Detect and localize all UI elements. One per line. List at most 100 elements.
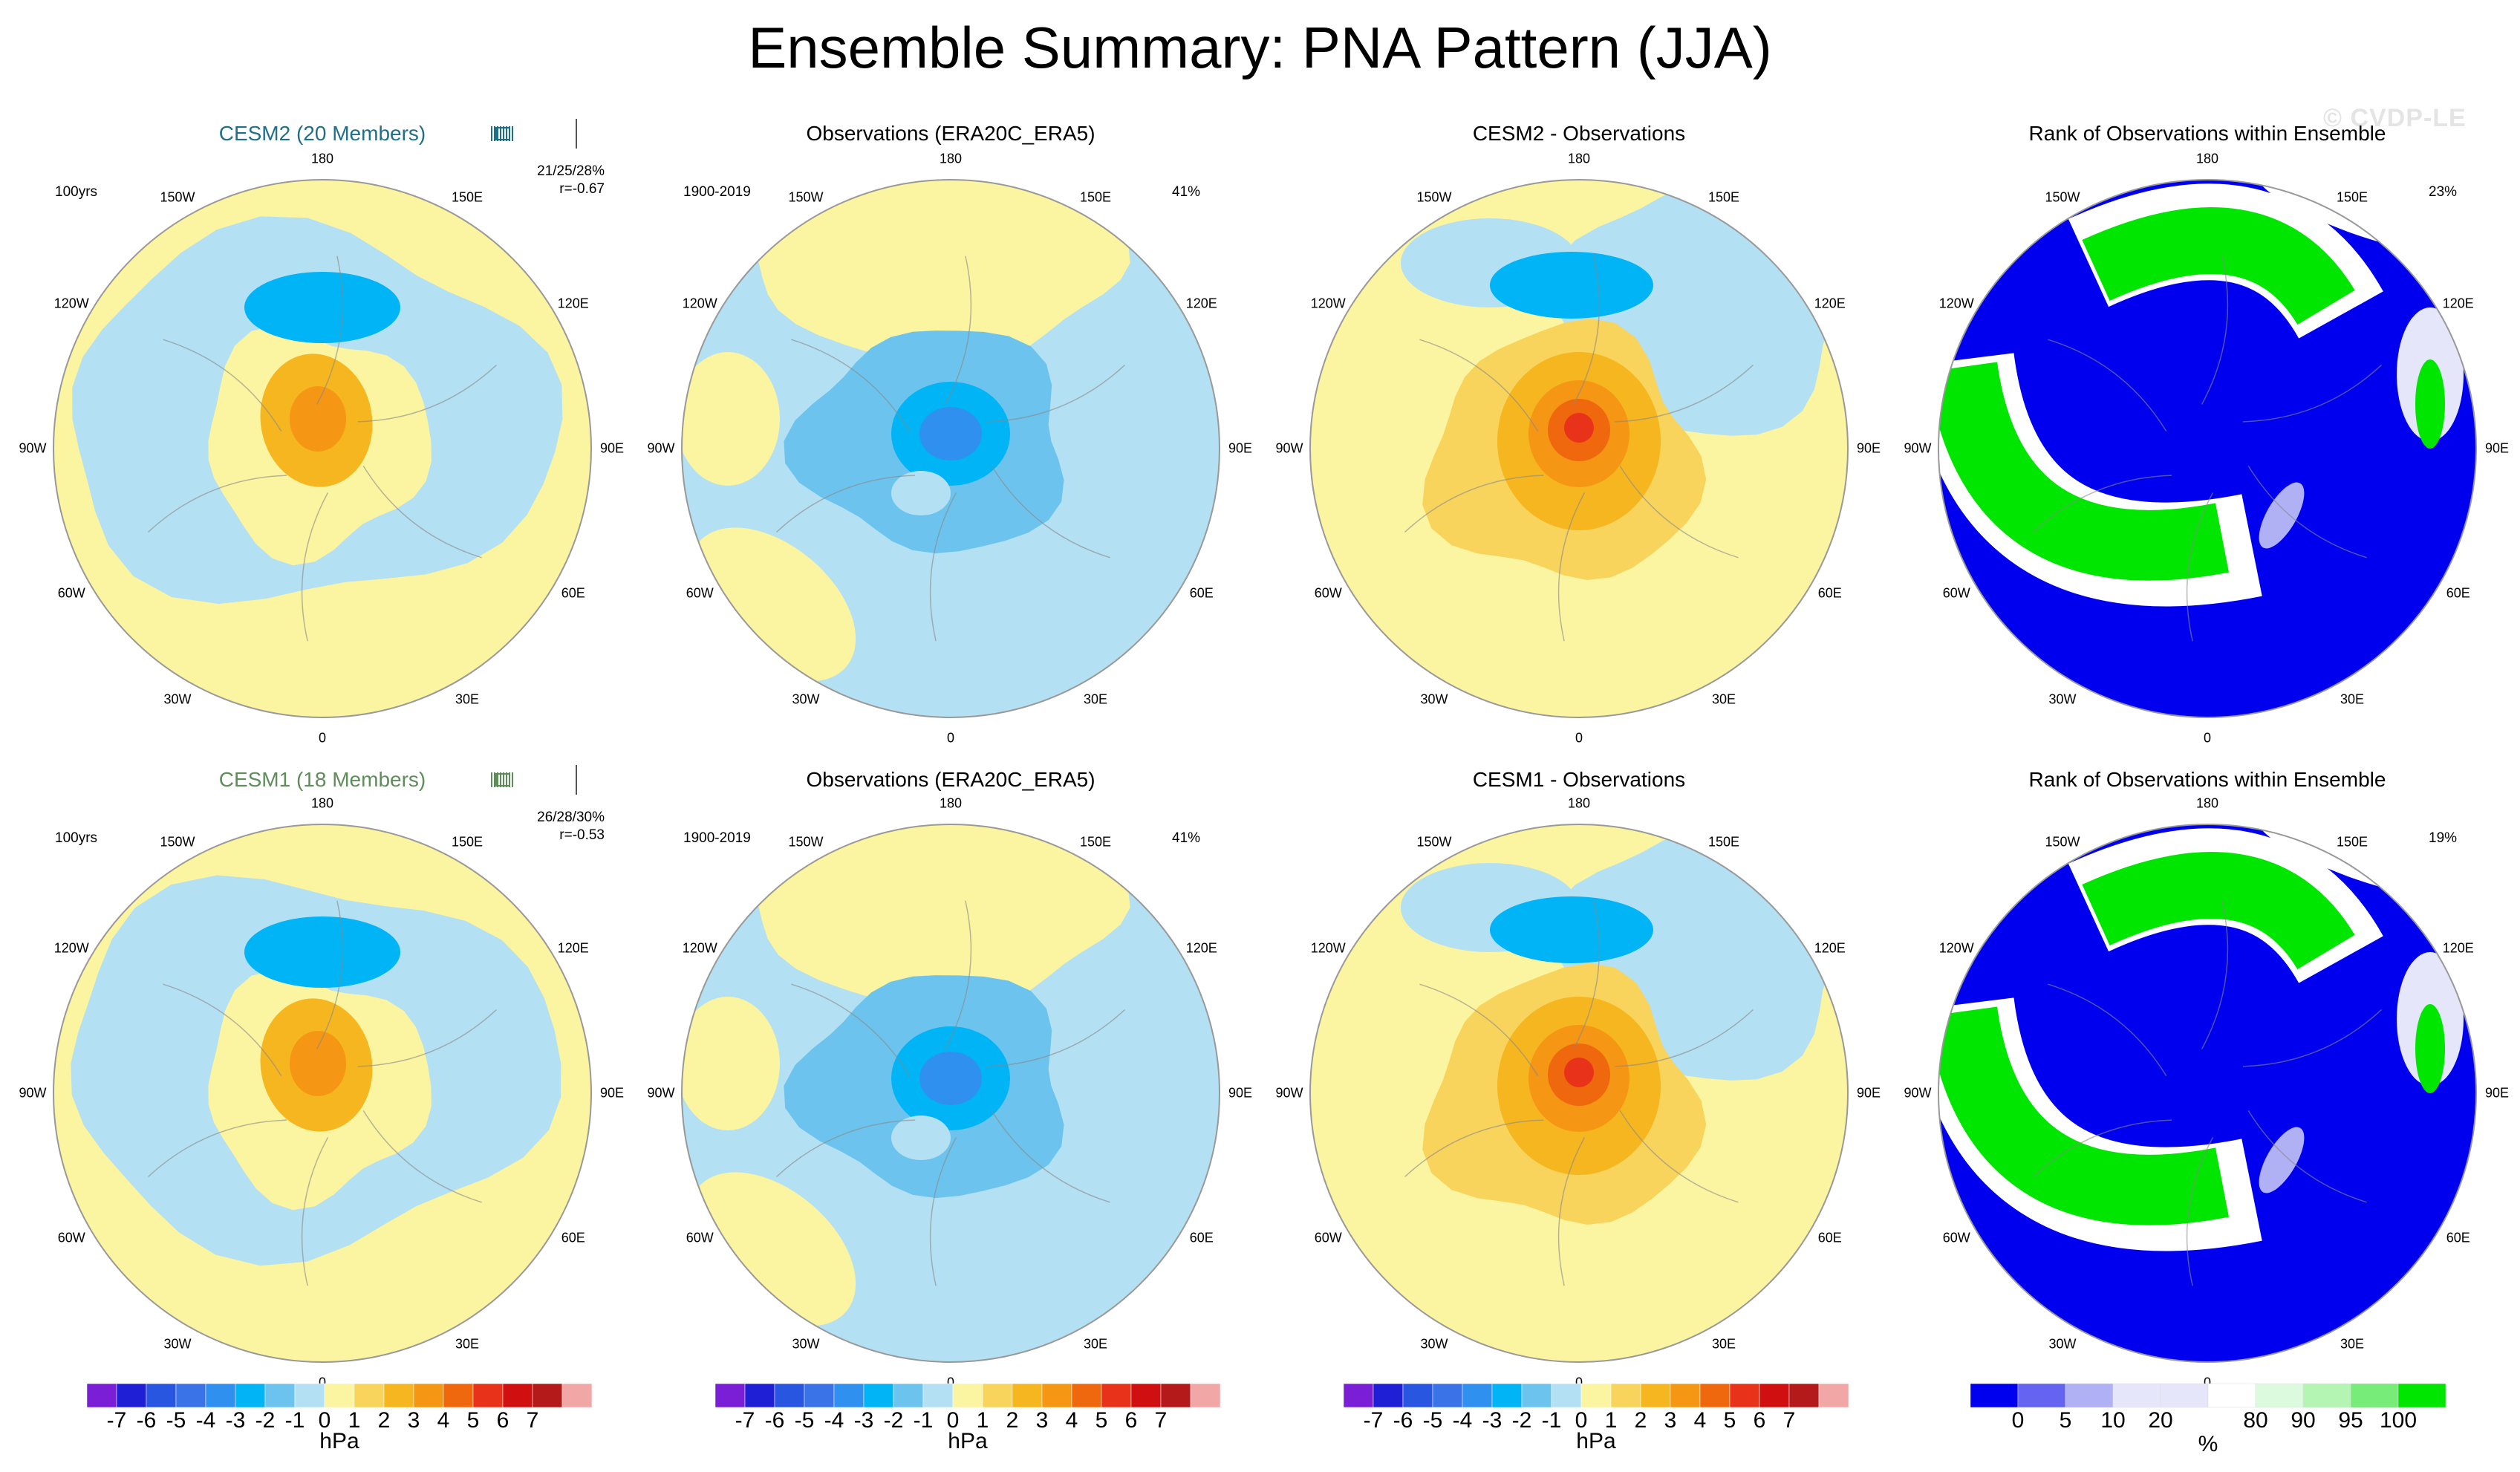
colorbar-swatch: [2207, 1383, 2256, 1408]
positive-max: [1564, 1058, 1594, 1087]
rank-band: [2259, 482, 2305, 549]
map-boundary: [53, 824, 592, 1363]
coastline: [2033, 475, 2172, 533]
correlation-value: r=-0.67: [559, 181, 605, 197]
colorbar-tick-label: 6: [1753, 1408, 1766, 1433]
coastline: [1404, 475, 1544, 533]
longitude-label: 120W: [1310, 296, 1346, 311]
colorbar-swatch: [1041, 1383, 1072, 1408]
map-boundary: [53, 179, 592, 718]
longitude-label: 60E: [561, 585, 585, 601]
longitude-label: 150E: [1707, 834, 1740, 850]
colorbar-tick-label: 95: [2338, 1408, 2363, 1433]
colorbar-swatch: [1071, 1383, 1102, 1408]
coastline: [2048, 983, 2167, 1077]
colorbar-tick-label: 0: [2011, 1408, 2025, 1433]
longitude-label: 60E: [2446, 1230, 2470, 1245]
watermark: © CVDP-LE: [2323, 104, 2467, 132]
colorbar-unit: hPa: [948, 1429, 988, 1453]
longitude-label: 120W: [1938, 940, 1974, 956]
colorbar-tick-label: 7: [526, 1408, 539, 1433]
colorbar-tick-label: 5: [1095, 1408, 1108, 1433]
coastline: [991, 465, 1110, 558]
panel-title: Observations (ERA20C_ERA5): [806, 122, 1095, 145]
colorbar-tick-label: -2: [883, 1408, 904, 1433]
colorbar-swatch: [205, 1383, 236, 1408]
coastline: [301, 492, 329, 642]
colorbar-tick-label: 4: [1693, 1408, 1707, 1433]
longitude-label: 120E: [1814, 296, 1846, 311]
colorbar-swatch: [1521, 1383, 1552, 1408]
colorbar-tick-label: 3: [1035, 1408, 1049, 1433]
longitude-label: 0: [2203, 1375, 2212, 1390]
rank-speckle: [2415, 359, 2445, 449]
coastline: [2048, 339, 2167, 432]
colorbar-swatch: [1432, 1383, 1463, 1408]
longitude-label: 30W: [2048, 691, 2077, 707]
colorbar-swatch: [1670, 1383, 1701, 1408]
coastline: [357, 1009, 497, 1067]
colorbar-swatch: [2017, 1383, 2066, 1408]
panel-title: Rank of Observations within Ensemble: [2028, 768, 2386, 791]
longitude-label: 150E: [1707, 189, 1740, 205]
colorbar-tick-label: 1: [1604, 1408, 1618, 1433]
colorbar-swatch: [383, 1383, 414, 1408]
map-field: [1310, 180, 1848, 717]
rank-percent: 23%: [2429, 184, 2458, 200]
coastline: [148, 475, 287, 533]
longitude-label: 90W: [1275, 1085, 1303, 1101]
years-label: 100yrs: [55, 830, 98, 846]
panel-title: CESM1 (18 Members): [218, 768, 426, 791]
colorbar-tick-label: 1: [348, 1408, 361, 1433]
colorbar-tick-label: 3: [407, 1408, 420, 1433]
colorbar-unit: hPa: [1576, 1429, 1616, 1453]
colorbar-swatch: [2065, 1383, 2114, 1408]
coastline: [357, 365, 497, 423]
colorbar-tick-label: 2: [1006, 1408, 1019, 1433]
longitude-label: 150E: [1079, 189, 1112, 205]
colorbar-tick-label: -7: [106, 1408, 127, 1433]
longitude-label: 120W: [682, 940, 717, 956]
colorbar-tick-label: 0: [318, 1408, 331, 1433]
colorbar-swatch: [1729, 1383, 1760, 1408]
longitude-label: 60E: [1189, 1230, 1214, 1245]
colorbar-unit: hPa: [319, 1429, 359, 1453]
colorbar-tick-label: 3: [1664, 1408, 1677, 1433]
colorbar-tick-label: -4: [1452, 1408, 1473, 1433]
longitude-label: 120E: [1814, 940, 1846, 956]
longitude-label: 120E: [1185, 296, 1217, 311]
coastline: [1557, 1137, 1586, 1286]
colorbar-swatch: [1491, 1383, 1523, 1408]
colorbar-tick-label: 1: [976, 1408, 989, 1433]
colorbar-swatch: [1160, 1383, 1191, 1408]
longitude-label: 120E: [2442, 940, 2474, 956]
colorbar-swatch: [952, 1383, 983, 1408]
colorbar-tick-label: 2: [1634, 1408, 1647, 1433]
coastline: [148, 1119, 287, 1177]
positive-region: [754, 824, 1130, 1012]
variance-percent: 41%: [1172, 830, 1201, 846]
coastline: [791, 983, 911, 1077]
longitude-label: 30E: [1711, 1336, 1736, 1352]
longitude-label: 60W: [57, 1230, 85, 1245]
map-boundary: [1938, 179, 2477, 718]
negative-core: [1490, 896, 1653, 963]
colorbar-tick-label: 0: [946, 1408, 960, 1433]
longitude-label: 30E: [2340, 691, 2365, 707]
longitude-label: 60E: [1817, 1230, 1842, 1245]
colorbar-tick-label: -4: [195, 1408, 216, 1433]
colorbar-swatch: [294, 1383, 325, 1408]
longitude-label: 120W: [1310, 940, 1346, 956]
colorbar-swatch: [1012, 1383, 1043, 1408]
colorbar-swatch: [2112, 1383, 2161, 1408]
positive-region: [682, 352, 780, 486]
coastline: [163, 339, 282, 432]
